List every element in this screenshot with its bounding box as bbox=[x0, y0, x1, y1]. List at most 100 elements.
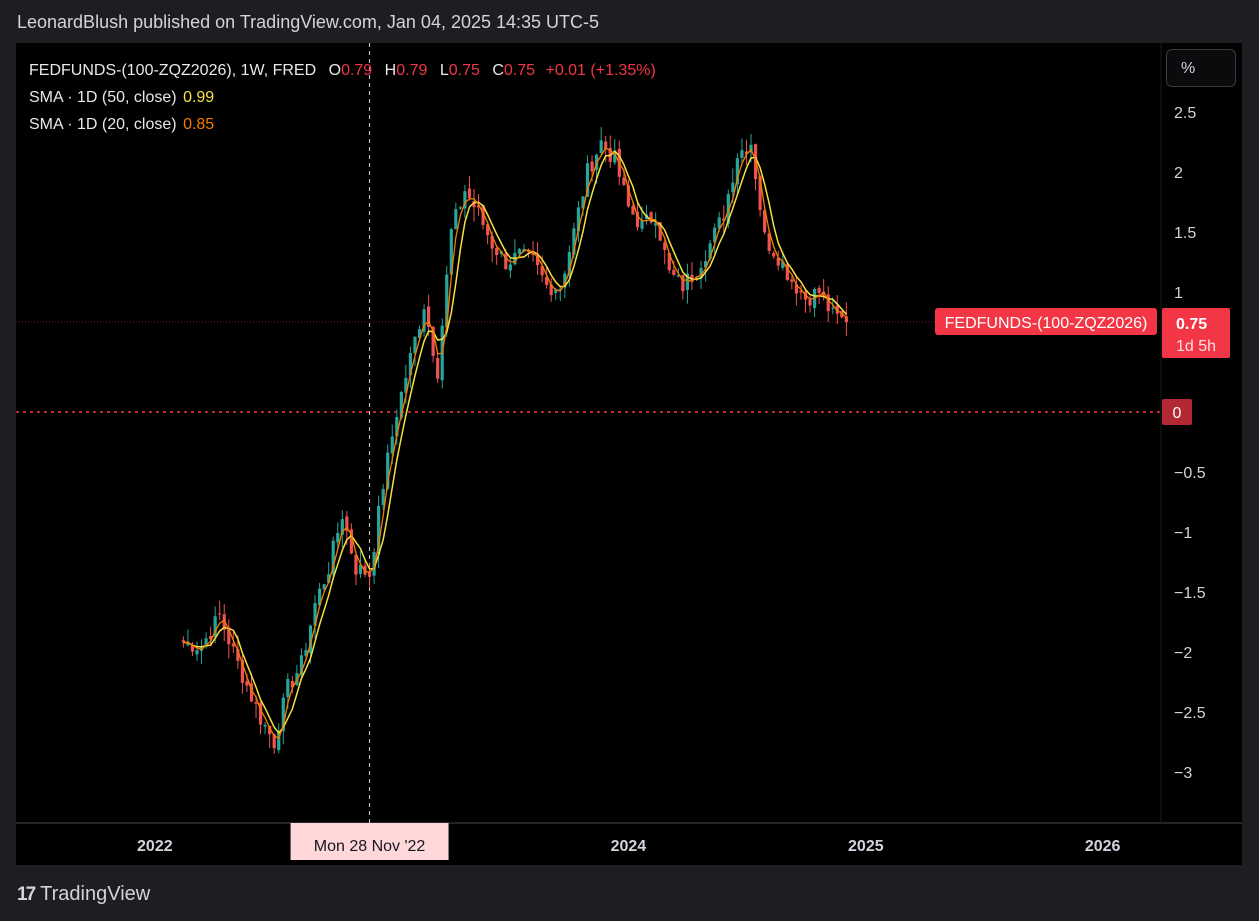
candle-body bbox=[408, 353, 413, 376]
candle-body bbox=[726, 194, 730, 224]
candle-body bbox=[454, 209, 458, 230]
candle-body bbox=[640, 220, 644, 229]
candle-body bbox=[554, 289, 558, 293]
candle-body bbox=[831, 307, 835, 309]
candle-body bbox=[390, 436, 394, 454]
candle-body bbox=[817, 288, 821, 293]
candle-body bbox=[399, 392, 403, 418]
candle-body bbox=[545, 276, 549, 285]
candle-body bbox=[381, 489, 385, 506]
candle-body bbox=[209, 635, 213, 640]
y-tick-label: 2 bbox=[1174, 165, 1183, 182]
legend-sma20-value: 0.85 bbox=[183, 116, 215, 133]
legend-sma20-label: SMA · 1D (20, close) bbox=[29, 116, 177, 133]
candle-body bbox=[249, 683, 254, 702]
candle-body bbox=[240, 660, 245, 683]
candle-body bbox=[826, 294, 830, 312]
candle-body bbox=[717, 217, 721, 229]
candle-body bbox=[699, 268, 703, 278]
chart-pane[interactable]: 2.5 2 1.5 1 −0.5 −1 −1.5 −2 −2.5 −3 2022 2024 2025 20… bbox=[16, 43, 1242, 865]
candle-body bbox=[799, 290, 803, 293]
candle-body bbox=[740, 150, 744, 158]
legend-low-label: L bbox=[439, 62, 449, 79]
candle-body bbox=[567, 252, 571, 276]
candle-body bbox=[495, 247, 499, 256]
last-price-value: 0.75 bbox=[1176, 316, 1207, 333]
candle-body bbox=[436, 357, 440, 379]
chart-legend: FEDFUNDS-(100-ZQZ2026), 1W, FRED O0.79 H… bbox=[29, 57, 656, 138]
candle-body bbox=[417, 328, 422, 338]
candle-body bbox=[658, 222, 662, 241]
candle-body bbox=[631, 206, 635, 215]
candle-body bbox=[835, 305, 839, 314]
candle-body bbox=[703, 261, 708, 268]
candle-body bbox=[481, 205, 485, 225]
candle-body bbox=[590, 161, 594, 172]
x-tick-label: 2026 bbox=[1085, 838, 1121, 855]
x-tick-label: 2024 bbox=[611, 838, 647, 855]
price-scale-unit-button[interactable]: % bbox=[1166, 49, 1236, 87]
candle-body bbox=[472, 201, 476, 208]
candle-body bbox=[354, 554, 358, 575]
legend-sma20-row[interactable]: SMA · 1D (20, close) 0.85 bbox=[29, 111, 656, 138]
legend-sma50-value: 0.99 bbox=[183, 89, 215, 106]
candle-body bbox=[304, 649, 308, 656]
candle-body bbox=[322, 584, 326, 590]
tradingview-brand[interactable]: 17 TradingView bbox=[17, 883, 150, 906]
candle-body bbox=[413, 337, 417, 354]
candle-body bbox=[377, 505, 381, 555]
candle-body bbox=[581, 196, 585, 209]
candle-body bbox=[467, 188, 472, 199]
candle-body bbox=[213, 616, 217, 637]
candle-body bbox=[268, 725, 272, 735]
candle-body bbox=[713, 227, 717, 243]
candle-body bbox=[331, 540, 335, 575]
candle-body bbox=[327, 574, 331, 583]
sma20-line bbox=[183, 147, 847, 740]
candle-body bbox=[318, 588, 322, 606]
candle-body bbox=[785, 264, 789, 280]
candle-body bbox=[722, 218, 726, 221]
candle-body bbox=[563, 273, 567, 288]
candle-body bbox=[227, 627, 231, 645]
last-price-badge bbox=[1162, 308, 1230, 358]
candle-body bbox=[231, 643, 235, 647]
candle-body bbox=[426, 306, 431, 327]
candle-body bbox=[690, 274, 694, 281]
candle-body bbox=[685, 273, 690, 290]
candle-body bbox=[508, 264, 512, 271]
candle-body bbox=[790, 279, 794, 282]
legend-ohlc-row[interactable]: FEDFUNDS-(100-ZQZ2026), 1W, FRED O0.79 H… bbox=[29, 57, 656, 84]
candle-body bbox=[654, 223, 658, 226]
candle-body bbox=[681, 274, 685, 292]
candle-body bbox=[222, 614, 226, 630]
candle-body bbox=[313, 603, 317, 626]
candle-body bbox=[218, 613, 222, 615]
candle-body bbox=[186, 642, 190, 646]
symbol-name-label: FEDFUNDS-(100-ZQZ2026) bbox=[945, 315, 1148, 332]
zero-label-badge bbox=[1162, 399, 1192, 425]
y-tick-label: −1.5 bbox=[1174, 585, 1206, 602]
candle-body bbox=[345, 516, 349, 532]
candle-body bbox=[517, 249, 522, 254]
candle-body bbox=[258, 702, 263, 725]
candle-body bbox=[558, 288, 562, 290]
legend-open-value: 0.79 bbox=[341, 62, 373, 79]
candle-body bbox=[776, 257, 780, 266]
candle-body bbox=[840, 310, 844, 318]
candle-body bbox=[808, 299, 812, 306]
candle-body bbox=[281, 697, 285, 732]
legend-sma50-row[interactable]: SMA · 1D (50, close) 0.99 bbox=[29, 84, 656, 111]
price-chart[interactable]: 2.5 2 1.5 1 −0.5 −1 −1.5 −2 −2.5 −3 2022 2024 2025 20… bbox=[16, 43, 1242, 865]
candle-body bbox=[449, 229, 453, 275]
legend-close-label: C bbox=[492, 62, 504, 79]
candle-body bbox=[263, 724, 267, 727]
candle-body bbox=[585, 163, 590, 197]
candle-body bbox=[286, 678, 290, 697]
crosshair-date-badge bbox=[290, 823, 449, 860]
candle-body bbox=[254, 702, 258, 704]
candle-body bbox=[663, 242, 667, 251]
candle-body bbox=[735, 158, 739, 185]
legend-high-value: 0.79 bbox=[396, 62, 428, 79]
candle-body bbox=[604, 141, 608, 150]
